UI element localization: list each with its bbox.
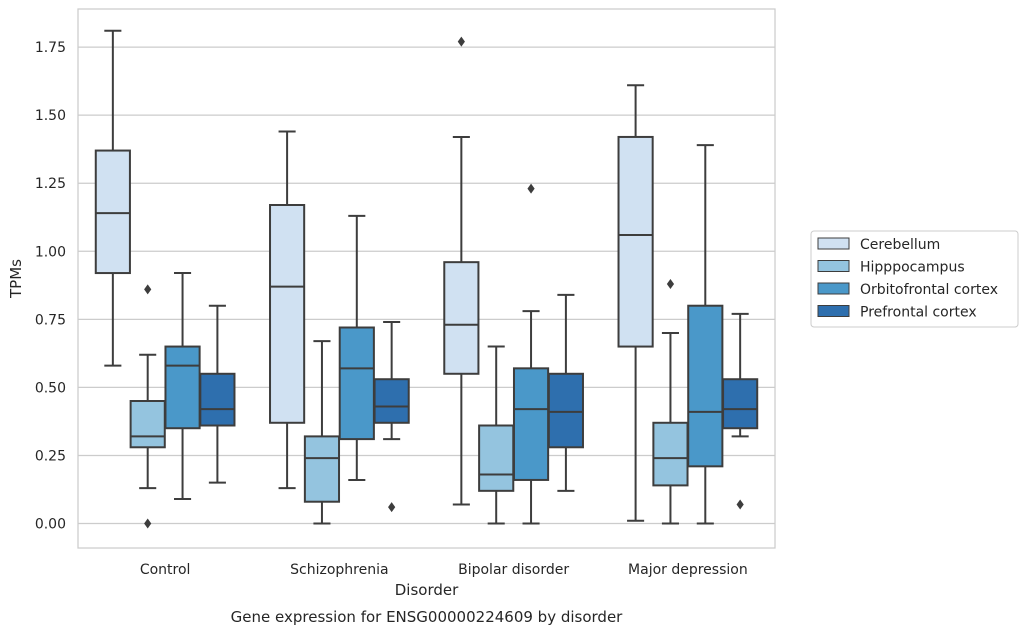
legend-label: Hipppocampus [860, 260, 965, 276]
legend-swatch [817, 305, 850, 317]
box-group [338, 214, 375, 481]
outlier-point [457, 36, 465, 47]
y-tick-labels: 0.00 0.25 0.50 0.75 1.00 1.25 1.50 1.75 [35, 40, 66, 532]
box [303, 435, 341, 503]
box-group [129, 284, 166, 529]
box-group [687, 144, 724, 525]
box-group [547, 293, 584, 492]
legend-swatch [817, 282, 850, 295]
box-group [722, 312, 759, 510]
outlier-point [527, 183, 535, 194]
box [164, 345, 201, 430]
outlier-point [388, 502, 396, 513]
box-group [199, 304, 236, 484]
box-group [652, 278, 689, 525]
box-group [303, 340, 341, 525]
y-tick-label: 0.50 [35, 380, 66, 396]
box [269, 204, 306, 424]
x-tick-labels: Control Schizophrenia Bipolar disorder Majo… [140, 562, 748, 578]
box-group [443, 36, 480, 506]
box-group [617, 84, 654, 522]
legend-swatch [817, 237, 850, 250]
plot-frame [77, 8, 776, 549]
x-tick-label: Major depression [628, 562, 748, 578]
legend-label: Orbitofrontal cortex [860, 282, 998, 298]
y-tick-label: 1.75 [35, 40, 66, 56]
box-group [164, 272, 201, 500]
box-group [269, 130, 306, 490]
box [373, 378, 410, 424]
outlier-point [736, 499, 744, 510]
box [129, 400, 166, 449]
legend-label: Cerebellum [860, 237, 940, 253]
box-group [94, 29, 131, 367]
box-layer [94, 29, 759, 529]
y-tick-label: 0.00 [35, 517, 66, 533]
y-tick-label: 0.25 [35, 448, 66, 464]
outlier-point [666, 278, 675, 289]
x-tick-label: Schizophrenia [290, 562, 388, 578]
y-axis-label: TPMs [7, 259, 25, 299]
box [443, 261, 480, 375]
box [512, 367, 550, 481]
box [617, 135, 654, 348]
box-group [373, 321, 410, 513]
x-tick-label: Control [140, 562, 191, 578]
outlier-point [144, 518, 152, 529]
y-tick-label: 1.50 [35, 108, 66, 124]
box [199, 372, 236, 427]
box-group [478, 345, 515, 525]
legend-label: Prefrontal cortex [860, 305, 977, 321]
box-group [512, 183, 550, 525]
box [478, 424, 515, 492]
box [94, 149, 131, 275]
legend: Cerebellum Hipppocampus Orbitofrontal cort… [810, 230, 1019, 328]
y-tick-label: 1.00 [35, 244, 66, 260]
box [338, 326, 375, 441]
x-tick-label: Bipolar disorder [458, 562, 569, 578]
chart-caption: Gene expression for ENSG00000224609 by d… [231, 608, 624, 626]
y-tick-label: 1.25 [35, 176, 66, 192]
x-axis-label: Disorder [395, 581, 459, 599]
box [687, 304, 724, 468]
box [722, 378, 759, 430]
box [652, 421, 689, 487]
y-tick-label: 0.75 [35, 312, 66, 328]
legend-frame [810, 230, 1019, 328]
legend-swatch [817, 260, 850, 272]
box [547, 372, 584, 449]
outlier-point [144, 284, 152, 295]
